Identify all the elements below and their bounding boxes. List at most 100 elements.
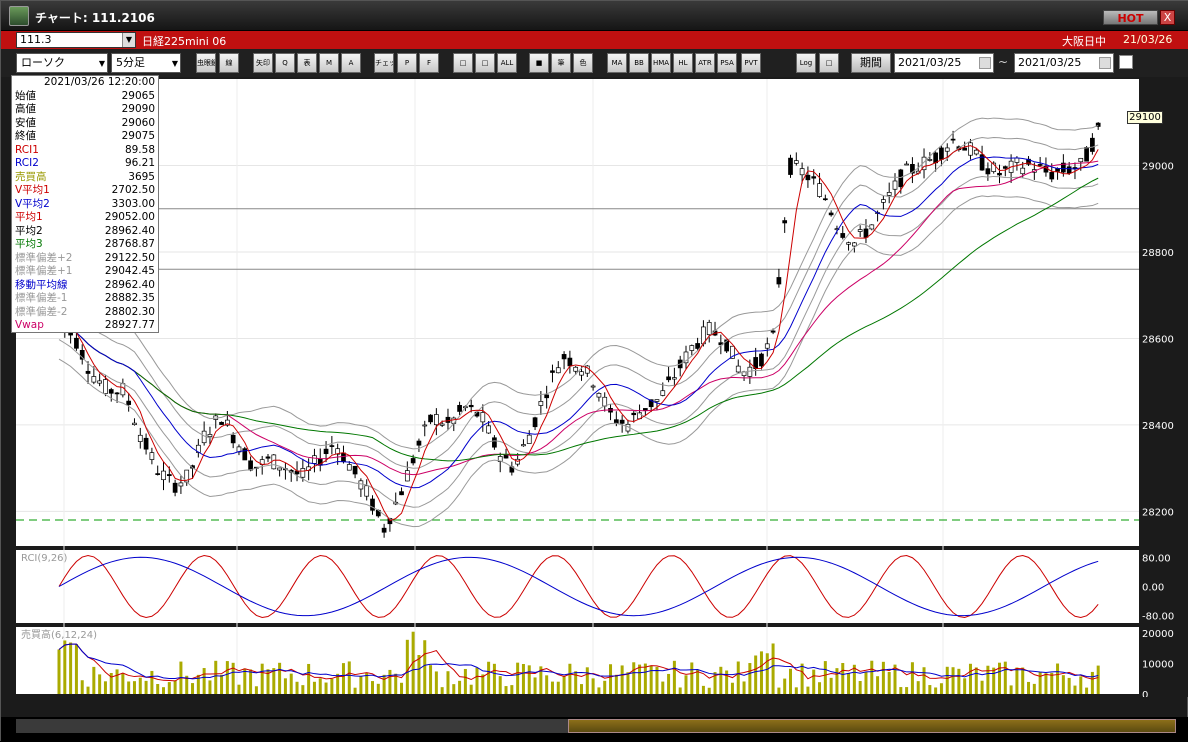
date-to-input[interactable]: 2021/03/25 [1014,53,1114,73]
info-row: 標準偏差+1 29042.45 [15,265,155,279]
scrollbar-thumb[interactable] [568,719,1176,733]
y-tick-label: 28400 [1142,421,1174,432]
info-row: 標準偏差-1 28882.35 [15,292,155,306]
date-from-input[interactable]: 2021/03/25 [894,53,994,73]
toolbar-button[interactable]: A [341,53,361,73]
toolbar-button[interactable]: Q [275,53,295,73]
volume-bar [1044,673,1048,694]
candle-body [898,169,904,188]
candle-body [596,393,602,398]
volume-bar [318,678,322,694]
candle-body [764,343,770,349]
candle-body [648,399,654,408]
volume-bar [336,673,340,694]
volume-bar [57,649,61,694]
volume-bar [469,684,473,694]
toolbar-button[interactable]: PSA [717,53,737,73]
info-row: RCI1 89.58 [15,144,155,158]
chart-canvas[interactable]: 290002880028600284002820024/8:451225/8:4… [1,77,1188,697]
toolbar-button[interactable]: P [397,53,417,73]
candle-body [468,404,474,408]
candle-body [555,367,561,374]
chart-area[interactable]: 290002880028600284002820024/8:451225/8:4… [1,77,1188,697]
volume-title: 売買高(6,12,24) [21,628,97,641]
chevron-down-icon[interactable]: ▼ [122,33,135,47]
toolbar-button[interactable]: ALL [497,53,517,73]
volume-bar [730,682,734,694]
y-tick-label: 28600 [1142,334,1174,345]
candle-body [114,392,120,395]
info-datetime: 2021/03/26 12:20:00 [43,76,155,88]
toolbar-button[interactable]: 線 [219,53,239,73]
volume-bar [835,668,839,694]
toolbar-button[interactable]: 虫眼鏡 [196,53,216,73]
candle-body [561,354,567,360]
toolbar-button[interactable]: □ [453,53,473,73]
volume-bar [678,687,682,694]
toolbar-button[interactable]: Log [796,53,816,73]
info-row: 終値 29075 [15,130,155,144]
candle-body [445,416,451,423]
toolbar-button[interactable]: HMA [651,53,671,73]
volume-bar [980,680,984,694]
toolbar-button[interactable]: PVT [741,53,761,73]
volume-bar [823,661,827,694]
volume-bar [998,662,1001,694]
range-checkbox[interactable] [1119,55,1133,69]
toolbar-button[interactable]: ■ [529,53,549,73]
symbol-code-input[interactable]: 111.3 [16,32,136,48]
volume-bar [458,680,462,694]
close-icon[interactable]: X [1160,10,1175,25]
volume-bar [162,687,165,694]
rci-tick-label: 0.00 [1142,583,1164,594]
candle-body [544,394,550,399]
toolbar-button[interactable]: MA [607,53,627,73]
hot-button[interactable]: HOT [1103,10,1158,25]
toolbar-button[interactable]: 筆 [551,53,571,73]
volume-bar [742,681,746,694]
info-label: 高値 [15,103,36,115]
toolbar-button[interactable]: ATR [695,53,715,73]
toolbar-button[interactable]: チェック [374,53,394,73]
chart-type-select[interactable]: ローソク ▼ [16,53,108,73]
volume-bar [667,673,671,694]
volume-bar [545,675,549,694]
volume-bar [841,663,845,694]
candle-body [352,465,358,475]
candle-body [242,448,248,461]
rci-title: RCI(9,26) [21,553,68,564]
toolbar-button[interactable]: □ [475,53,495,73]
volume-bar [376,683,380,694]
period-button[interactable]: 期間 [851,53,891,73]
candle-body [695,343,700,349]
volume-bar [591,678,595,694]
interval-value: 5分足 [116,56,145,69]
volume-bar [899,687,903,694]
calendar-icon[interactable] [979,57,991,69]
info-label: 平均2 [15,224,43,237]
candle-body [979,154,985,171]
toolbar-button[interactable]: F [419,53,439,73]
volume-bar [597,687,601,694]
rci-tick-label: -80.00 [1142,612,1174,623]
title-bar[interactable]: チャート: 111.2106 HOT X [1,1,1188,31]
volume-bar [69,642,73,694]
info-value: 29052.00 [104,211,155,223]
interval-select[interactable]: 5分足 ▼ [111,53,181,73]
candle-body [840,233,846,238]
toolbar-button[interactable]: 表 [297,53,317,73]
toolbar-button[interactable]: □ [819,53,839,73]
toolbar-button[interactable]: 色 [573,53,593,73]
volume-bar [910,662,914,694]
volume-bar [1067,677,1071,694]
toolbar-button[interactable]: HL [673,53,693,73]
candle-body [434,414,439,426]
calendar-icon[interactable] [1099,57,1111,69]
toolbar-button[interactable]: 矢印 [253,53,273,73]
candle-body [788,157,793,175]
candle-body [97,380,102,384]
volume-bar [167,682,171,694]
toolbar-button[interactable]: BB [629,53,649,73]
volume-bar [707,687,711,694]
toolbar-button[interactable]: M [319,53,339,73]
